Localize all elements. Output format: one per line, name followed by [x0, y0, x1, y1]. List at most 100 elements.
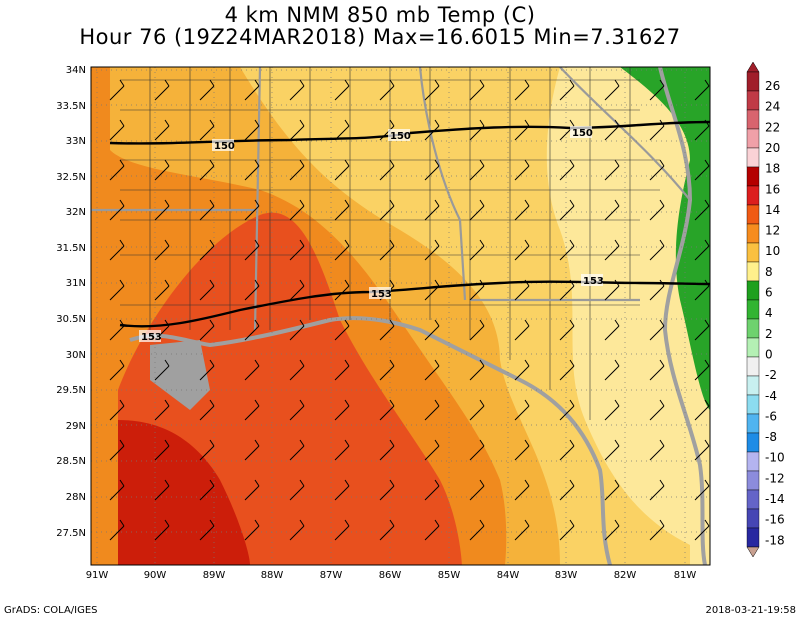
- wind-barb: [154, 239, 170, 261]
- lon-label: 86W: [379, 570, 402, 581]
- colorbar-label: -18: [765, 533, 785, 547]
- wind-barb: [694, 199, 710, 221]
- wind-barb: [469, 399, 485, 421]
- wind-barb: [559, 439, 575, 461]
- colorbar-label: -10: [765, 451, 785, 465]
- wind-barb: [289, 519, 305, 541]
- wind-barb: [109, 79, 125, 101]
- colorbar-swatch: [746, 71, 760, 92]
- colorbar-label: 16: [765, 182, 780, 196]
- wind-barb: [604, 279, 620, 301]
- wind-barb: [109, 319, 125, 341]
- contour-label: 153: [141, 332, 162, 343]
- wind-barb: [469, 239, 485, 261]
- wind-barb: [379, 199, 395, 221]
- colorbar-swatch: [746, 90, 760, 111]
- wind-barb: [199, 479, 215, 501]
- wind-barb: [469, 359, 485, 381]
- colorbar-label: -2: [765, 368, 777, 382]
- wind-barb: [694, 239, 710, 261]
- colorbar-label: 24: [765, 100, 780, 114]
- wind-barb: [289, 199, 305, 221]
- wind-barb: [514, 359, 530, 381]
- lon-label: 90W: [144, 570, 167, 581]
- lat-label: 29.5N: [56, 385, 86, 396]
- wind-barb: [559, 79, 575, 101]
- wind-barb: [154, 439, 170, 461]
- wind-barb: [559, 239, 575, 261]
- wind-barb: [199, 159, 215, 181]
- wind-barb: [199, 319, 215, 341]
- wind-barb: [514, 79, 530, 101]
- wind-barb: [649, 199, 665, 221]
- wind-barb: [379, 119, 395, 141]
- colorbar-swatch: [746, 394, 760, 415]
- lon-label: 89W: [203, 570, 226, 581]
- wind-barb: [694, 519, 710, 541]
- wind-barb: [559, 319, 575, 341]
- colorbar-swatch: [746, 508, 760, 529]
- wind-barb: [109, 479, 125, 501]
- wind-barb: [559, 359, 575, 381]
- wind-barb: [649, 399, 665, 421]
- wind-barb: [694, 159, 710, 181]
- lon-label: 82W: [614, 570, 637, 581]
- wind-barb: [154, 519, 170, 541]
- wind-barb: [109, 279, 125, 301]
- colorbar-swatch: [746, 489, 760, 510]
- wind-barb: [469, 199, 485, 221]
- colorbar-label: -14: [765, 492, 785, 506]
- colorbar-swatch: [746, 242, 760, 263]
- plot-frame: [90, 66, 711, 566]
- deep-red-region: [118, 420, 250, 565]
- wind-barb: [379, 319, 395, 341]
- wind-barb: [154, 199, 170, 221]
- colorbar-bottom-arrow: [746, 546, 760, 558]
- coastline: [129, 316, 612, 565]
- colorbar-label: 12: [765, 224, 780, 238]
- wind-barb: [424, 199, 440, 221]
- wind-barb: [604, 119, 620, 141]
- wind-barb: [109, 199, 125, 221]
- wind-barb: [154, 479, 170, 501]
- wind-barb: [199, 199, 215, 221]
- lon-label: 87W: [320, 570, 343, 581]
- wind-barb: [649, 319, 665, 341]
- footer-credit: GrADS: COLA/IGES: [4, 605, 98, 616]
- lat-label: 30N: [66, 350, 86, 361]
- plot-area: [91, 67, 710, 565]
- wind-barb: [424, 359, 440, 381]
- wind-barb: [334, 519, 350, 541]
- wind-barb: [199, 119, 215, 141]
- colorbar-label: -8: [765, 430, 777, 444]
- wind-barb: [379, 239, 395, 261]
- contour-label: 153: [583, 276, 604, 287]
- wind-barb: [694, 119, 710, 141]
- wind-barb: [424, 159, 440, 181]
- colorbar-swatch: [746, 185, 760, 206]
- wind-barb: [109, 439, 125, 461]
- lon-label: 85W: [438, 570, 461, 581]
- wind-barb: [109, 119, 125, 141]
- wind-barb: [559, 159, 575, 181]
- wind-barb: [199, 519, 215, 541]
- colorbar-label: -6: [765, 409, 777, 423]
- colorbar-label: 8: [765, 265, 773, 279]
- colorbar-top-arrow: [746, 61, 760, 73]
- wind-barb: [469, 519, 485, 541]
- wind-barb: [334, 199, 350, 221]
- longitude-labels: 91W 90W 89W 88W 87W 86W 85W 84W 83W 82W …: [86, 570, 697, 581]
- wind-barb: [109, 519, 125, 541]
- wind-barb: [649, 359, 665, 381]
- colorbar-swatch: [746, 280, 760, 301]
- wind-barb: [649, 479, 665, 501]
- colorbar-label: 0: [765, 347, 773, 361]
- wind-barb: [469, 319, 485, 341]
- wind-barb: [424, 399, 440, 421]
- wind-barb: [514, 119, 530, 141]
- wind-barb: [379, 479, 395, 501]
- colorbar-label: 2: [765, 327, 773, 341]
- wind-barb: [649, 519, 665, 541]
- wind-barb: [514, 519, 530, 541]
